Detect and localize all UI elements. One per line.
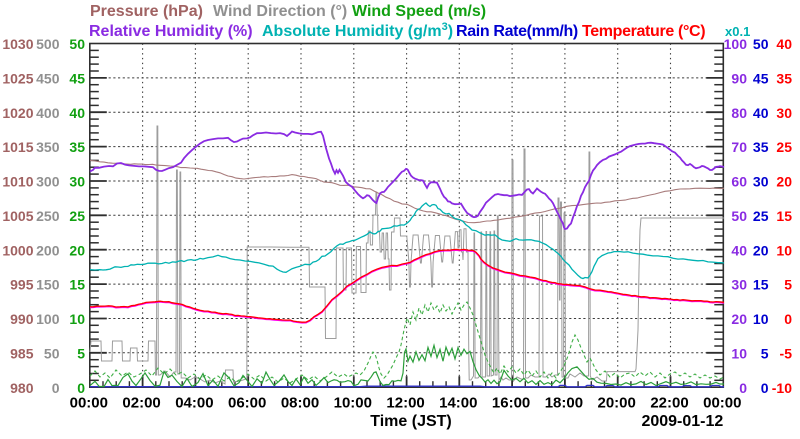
svg-text:20: 20	[69, 242, 85, 258]
svg-text:0: 0	[761, 380, 769, 396]
svg-text:10:00: 10:00	[334, 395, 372, 412]
svg-text:20: 20	[731, 311, 747, 327]
svg-text:2009-01-12: 2009-01-12	[641, 413, 723, 430]
svg-text:100: 100	[724, 36, 748, 52]
svg-text:25: 25	[753, 208, 769, 224]
svg-text:60: 60	[731, 174, 747, 190]
svg-text:40: 40	[731, 242, 747, 258]
svg-text:1005: 1005	[2, 208, 33, 224]
svg-text:25: 25	[69, 208, 85, 224]
svg-text:40: 40	[776, 36, 792, 52]
svg-text:50: 50	[69, 36, 85, 52]
svg-text:1000: 1000	[2, 242, 33, 258]
svg-text:04:00: 04:00	[175, 395, 213, 412]
svg-text:Time (JST): Time (JST)	[370, 413, 452, 430]
svg-text:10: 10	[776, 242, 792, 258]
svg-text:20: 20	[753, 242, 769, 258]
svg-text:35: 35	[753, 139, 769, 155]
svg-text:15: 15	[69, 277, 85, 293]
svg-text:995: 995	[10, 277, 34, 293]
svg-text:30: 30	[731, 277, 747, 293]
svg-text:300: 300	[36, 174, 60, 190]
svg-text:40: 40	[69, 105, 85, 121]
svg-text:20: 20	[776, 174, 792, 190]
svg-text:70: 70	[731, 139, 747, 155]
svg-text:Wind Speed (m/s): Wind Speed (m/s)	[352, 3, 486, 20]
svg-text:50: 50	[731, 208, 747, 224]
svg-text:35: 35	[69, 139, 85, 155]
svg-text:50: 50	[44, 345, 60, 361]
svg-text:400: 400	[36, 105, 60, 121]
svg-text:Temperature (°C): Temperature (°C)	[582, 23, 705, 40]
svg-text:25: 25	[776, 139, 792, 155]
svg-text:14:00: 14:00	[439, 395, 477, 412]
svg-text:02:00: 02:00	[122, 395, 160, 412]
svg-text:08:00: 08:00	[281, 395, 319, 412]
svg-text:350: 350	[36, 139, 60, 155]
svg-text:150: 150	[36, 277, 60, 293]
svg-text:00:00: 00:00	[703, 395, 741, 412]
svg-text:450: 450	[36, 71, 60, 87]
svg-text:980: 980	[10, 380, 34, 396]
svg-text:1030: 1030	[2, 36, 33, 52]
svg-text:Rain Rate(mm/h): Rain Rate(mm/h)	[456, 23, 578, 40]
svg-text:1015: 1015	[2, 139, 33, 155]
svg-text:500: 500	[36, 36, 60, 52]
svg-text:12:00: 12:00	[386, 395, 424, 412]
svg-text:30: 30	[69, 174, 85, 190]
svg-text:250: 250	[36, 208, 60, 224]
svg-text:10: 10	[753, 311, 769, 327]
svg-text:990: 990	[10, 311, 34, 327]
svg-text:80: 80	[731, 105, 747, 121]
svg-text:10: 10	[69, 311, 85, 327]
svg-text:0: 0	[77, 380, 85, 396]
svg-text:-10: -10	[772, 380, 792, 396]
svg-text:06:00: 06:00	[228, 395, 266, 412]
svg-text:20:00: 20:00	[598, 395, 636, 412]
svg-text:00:00: 00:00	[70, 395, 108, 412]
svg-text:Absolute Humidity (g/m3): Absolute Humidity (g/m3)	[262, 21, 453, 40]
svg-text:30: 30	[753, 174, 769, 190]
svg-text:90: 90	[731, 71, 747, 87]
svg-text:18:00: 18:00	[545, 395, 583, 412]
svg-text:16:00: 16:00	[492, 395, 530, 412]
svg-text:5: 5	[77, 345, 85, 361]
svg-text:35: 35	[776, 71, 792, 87]
svg-text:45: 45	[753, 71, 769, 87]
svg-text:Wind Direction (°): Wind Direction (°)	[213, 3, 347, 20]
svg-text:1020: 1020	[2, 105, 33, 121]
svg-text:15: 15	[753, 277, 769, 293]
svg-text:985: 985	[10, 345, 34, 361]
svg-text:45: 45	[69, 71, 85, 87]
svg-text:200: 200	[36, 242, 60, 258]
svg-text:50: 50	[753, 36, 769, 52]
svg-text:-5: -5	[780, 345, 793, 361]
svg-text:5: 5	[784, 277, 792, 293]
svg-text:1025: 1025	[2, 71, 33, 87]
svg-text:10: 10	[731, 345, 747, 361]
svg-text:Relative Humidity (%): Relative Humidity (%)	[89, 23, 253, 40]
svg-text:40: 40	[753, 105, 769, 121]
svg-text:Pressure (hPa): Pressure (hPa)	[90, 3, 203, 20]
svg-text:5: 5	[761, 345, 769, 361]
svg-text:100: 100	[36, 311, 60, 327]
svg-text:30: 30	[776, 105, 792, 121]
svg-text:0: 0	[739, 380, 747, 396]
svg-text:x0.1: x0.1	[725, 24, 750, 39]
svg-text:1010: 1010	[2, 174, 33, 190]
svg-text:0: 0	[784, 311, 792, 327]
svg-text:15: 15	[776, 208, 792, 224]
svg-text:0: 0	[52, 380, 60, 396]
svg-text:22:00: 22:00	[650, 395, 688, 412]
